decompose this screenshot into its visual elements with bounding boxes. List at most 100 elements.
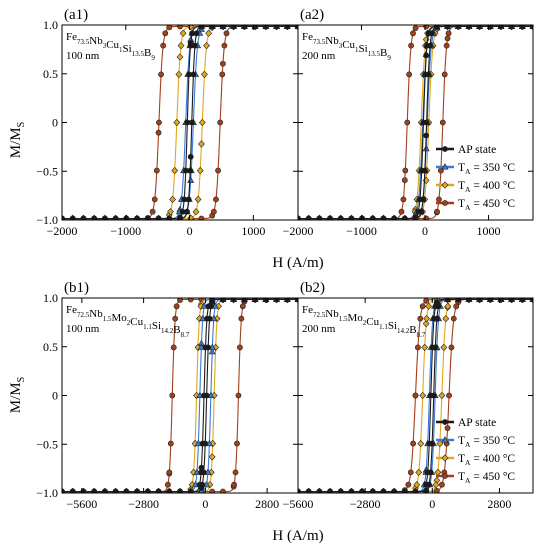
- point-b1-0-asc-8: [144, 488, 151, 493]
- comp-sub-a1-2: 1: [119, 46, 123, 54]
- point-sw-b2-2-desc-6: [425, 302, 433, 310]
- xtick-label-a2-1: −1000: [346, 224, 377, 238]
- xtick-label-b2-2: 0: [429, 497, 435, 511]
- point-b2-0-asc-16: [466, 298, 472, 303]
- point-sw-a2-0-asc-0: [418, 208, 425, 215]
- panel-label-b1: (b1): [64, 280, 89, 296]
- point-a2-0-asc-9: [391, 215, 398, 220]
- point-sw-b1-3-asc-5: [238, 315, 245, 322]
- point-sw-a1-0-asc-3: [188, 119, 195, 126]
- point-b1-3-asc-15: [220, 488, 226, 493]
- point-b1-0-asc-17: [241, 298, 248, 303]
- point-sw-b1-3-asc-0: [231, 481, 237, 488]
- series-group-a2: [298, 25, 533, 220]
- point-a2-3-desc-10: [401, 177, 408, 184]
- point-a1-0-asc-13: [198, 25, 205, 30]
- point-b2-0-asc-20: [508, 298, 515, 303]
- point-sw-a1-3-desc-2: [153, 167, 160, 174]
- xtick-label-b2-3: 2800: [487, 497, 511, 511]
- point-a1-0-asc-2: [80, 215, 87, 220]
- xtick-label-a2-0: −2000: [283, 224, 314, 238]
- point-sw-b1-3-asc-3: [235, 392, 242, 399]
- comp-el-a1-2: Cu: [106, 39, 119, 51]
- point-b1-3-desc-12: [187, 298, 194, 303]
- point-a2-0-asc-16: [466, 25, 472, 30]
- point-sw-a2-3-asc-0: [434, 208, 440, 215]
- point-a1-3-asc-13: [198, 215, 205, 220]
- xtick-label-b1-0: −5600: [66, 497, 97, 511]
- point-sw-a1-3-desc-5: [160, 42, 167, 49]
- point-sw-a2-3-desc-4: [406, 71, 413, 78]
- point-a2-3-desc-11: [412, 25, 419, 32]
- comp-el-b2-0: Fe: [302, 304, 313, 316]
- point-b2-3-asc-14: [444, 425, 451, 432]
- point-sw-b2-3-asc-0: [439, 481, 445, 488]
- comp-sub-b1-2: 2: [127, 319, 131, 327]
- point-a2-0-desc-12: [423, 52, 430, 59]
- legend-label-b2-2: TA = 400 °C: [458, 453, 515, 467]
- point-sw-b2-2-desc-3: [419, 391, 427, 400]
- ytick-label-b1-3: 0.5: [43, 340, 58, 354]
- xtick-label-a1-3: 1000: [241, 224, 265, 238]
- point-sw-b2-3-desc-3: [412, 392, 419, 399]
- point-sw-a1-2-asc-6: [205, 29, 213, 37]
- point-b2-3-desc-12: [423, 298, 430, 304]
- ytick-label-a1-2: 0: [52, 116, 58, 130]
- point-sw-a2-3-desc-2: [402, 167, 409, 174]
- comp-sub-a1-1: 3: [103, 42, 107, 50]
- point-sw-b2-0-asc-6: [435, 303, 442, 310]
- point-b1-3-desc-11: [177, 298, 183, 303]
- ylabel-top: M/MS: [8, 122, 27, 158]
- point-sw-b2-2-desc-5: [423, 314, 431, 323]
- point-sw-a1-2-asc-4: [201, 70, 208, 79]
- point-sw-b1-3-asc-6: [239, 303, 246, 310]
- point-a1-0-asc-1: [69, 215, 76, 220]
- point-sw-a2-0-asc-1: [420, 196, 427, 203]
- legend-label-b2-1: TA = 350 °C: [458, 435, 515, 449]
- point-a2-0-asc-17: [476, 25, 483, 30]
- point-sw-a1-3-asc-4: [219, 71, 226, 78]
- composition-a2: Fe73.5Nb3Cu1Si13.5B9: [302, 31, 391, 62]
- point-b1-0-asc-15: [220, 298, 226, 303]
- legend-marker-a2-1: [441, 163, 449, 170]
- point-sw-b2-3-asc-3: [446, 392, 452, 399]
- comp-el-b1-1: Nb: [89, 308, 103, 320]
- xlabel-bottom: H (A/m): [272, 528, 323, 544]
- comp-el-b1-2: Mo: [111, 312, 127, 324]
- point-a1-0-asc-17: [241, 25, 248, 30]
- ytick-label-b1-0: −1.0: [36, 486, 58, 500]
- point-sw-a2-3-desc-0: [398, 208, 405, 215]
- point-sw-a1-0-asc-1: [185, 196, 192, 203]
- ylabel-bottom: M/MS: [8, 377, 27, 413]
- point-sw-a2-3-asc-4: [441, 71, 448, 78]
- point-sw-a2-3-desc-5: [408, 42, 414, 49]
- point-b1-3-asc-14: [209, 488, 216, 493]
- point-sw-b2-2-asc-1: [434, 468, 442, 477]
- point-a1-1-asc-12: [187, 176, 195, 183]
- comp-sub-a2-1: 3: [339, 42, 343, 50]
- ytick-label-a1-0: −1.0: [36, 213, 58, 227]
- point-a1-0-asc-3: [91, 215, 98, 220]
- panel-label-a2: (a2): [300, 7, 324, 23]
- point-sw-a1-3-asc-5: [221, 42, 228, 49]
- comp-sub-b1-1: 1.5: [103, 315, 112, 323]
- point-sw-b2-3-desc-2: [410, 440, 417, 447]
- point-sw-b2-2-asc-4: [440, 343, 448, 352]
- point-b2-0-asc-2: [316, 488, 323, 493]
- point-sw-b2-0-asc-5: [433, 315, 440, 322]
- point-sw-b2-3-desc-5: [417, 315, 424, 322]
- panel-label-a1: (a1): [64, 7, 88, 23]
- point-sw-b2-2-desc-4: [421, 343, 429, 352]
- point-sw-a1-0-asc-0: [184, 208, 190, 215]
- comp-el-b2-5: B: [409, 324, 416, 336]
- point-a1-0-asc-16: [230, 25, 237, 30]
- point-sw-b2-3-asc-5: [450, 315, 457, 322]
- xtick-label-b2-0: −5600: [283, 497, 314, 511]
- legend-label-a2-3: TA = 450 °C: [458, 198, 515, 212]
- ytick-label-a1-3: 0.5: [43, 67, 58, 81]
- comp-el-b1-3: Cu: [130, 316, 143, 328]
- point-sw-b2-3-desc-4: [414, 344, 421, 351]
- point-a1-3-desc-9: [155, 129, 162, 136]
- panel-b2: −5600 −2800 0 2800 (b2) Fe72.5Nb1.5Mo2Cu1.1Si…: [283, 280, 534, 511]
- comp-sub-b1-4: 14.2: [161, 327, 174, 335]
